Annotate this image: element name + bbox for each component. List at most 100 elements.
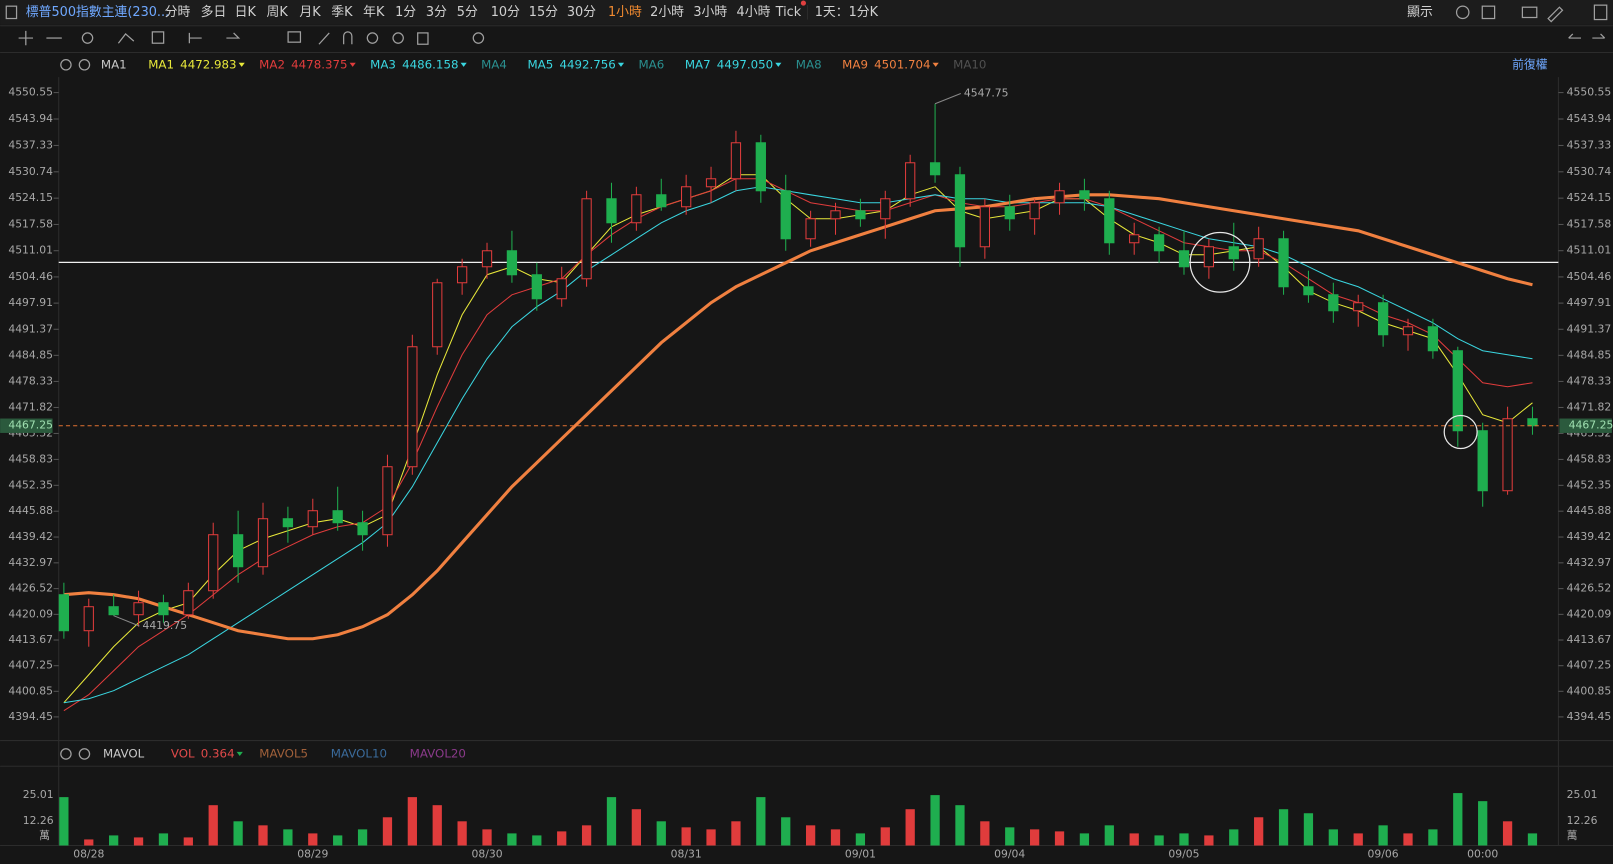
pen-tool[interactable] — [318, 32, 330, 45]
vol-hide[interactable] — [78, 748, 91, 760]
wave-tool[interactable] — [117, 33, 135, 44]
layout-icon[interactable] — [1481, 5, 1496, 20]
volume-bar — [731, 821, 741, 846]
ma-name[interactable]: MA5 — [527, 57, 553, 71]
volume-bar — [756, 797, 766, 846]
candle-body — [1402, 326, 1414, 336]
candle-body — [905, 162, 916, 200]
undo[interactable] — [1568, 33, 1582, 39]
ma-name[interactable]: MA8 — [796, 57, 822, 71]
volume-bar — [1403, 833, 1413, 846]
period-tab[interactable]: 1小時 — [608, 5, 642, 20]
period-tab[interactable]: 30分 — [567, 5, 596, 20]
indicator-select[interactable]: MA1 — [101, 57, 127, 71]
cross-tool[interactable] — [81, 32, 94, 44]
period-tab[interactable]: 15分 — [529, 5, 558, 20]
camera-icon[interactable] — [1521, 6, 1538, 19]
vol-name[interactable]: VOL — [171, 746, 195, 760]
period-tab[interactable]: Tick — [775, 5, 802, 20]
candle-body — [257, 518, 269, 568]
y-tick-label: 4394.45 — [1567, 710, 1612, 723]
vol-select[interactable]: MAVOL — [103, 746, 145, 760]
volume-bar — [258, 825, 268, 846]
ma-name[interactable]: MA10 — [953, 57, 986, 71]
period-tab[interactable]: 多日 — [201, 5, 227, 20]
period-tab[interactable]: 1分 — [395, 5, 416, 20]
symbol[interactable]: 標普500指數主連(230... — [26, 5, 169, 20]
settings-tool[interactable] — [472, 32, 485, 44]
period-tab[interactable]: 周K — [267, 5, 289, 20]
settings-icon[interactable] — [1455, 5, 1470, 20]
candle-body — [581, 198, 592, 280]
candle-body — [1104, 198, 1115, 244]
note-tool[interactable] — [287, 31, 302, 43]
candle-body — [158, 602, 169, 616]
period-tab[interactable]: 日K — [235, 5, 257, 20]
volume-bar — [1229, 829, 1239, 846]
display-menu[interactable]: 顯示 — [1407, 5, 1433, 20]
volume-bar — [1005, 827, 1015, 846]
move-tool[interactable] — [18, 30, 34, 46]
candle-body — [1203, 246, 1215, 268]
indicator-hide[interactable] — [78, 59, 91, 71]
y-tick-label: 4432.97 — [8, 556, 53, 569]
ma-name[interactable]: MA9 — [842, 57, 868, 71]
period-tab[interactable]: 分時 — [165, 5, 191, 20]
volume-bar — [880, 827, 890, 846]
draw-icon[interactable] — [1547, 6, 1564, 23]
period-tab[interactable]: 2小時 — [650, 5, 684, 20]
ma-name[interactable]: MA3 — [370, 57, 396, 71]
redo[interactable] — [1592, 33, 1606, 39]
arrow-tool[interactable] — [226, 32, 241, 39]
volume-bar — [84, 839, 94, 846]
y-tick-label: 4452.35 — [1567, 478, 1612, 491]
candle-body — [456, 266, 468, 284]
volume-bar — [507, 833, 517, 846]
volume-bar — [382, 817, 393, 846]
volume-bar — [333, 835, 343, 846]
ma-name[interactable]: MA2 — [259, 57, 285, 71]
ma-name[interactable]: MA6 — [638, 57, 664, 71]
shape-tool[interactable] — [151, 31, 165, 44]
volume-bar — [1328, 829, 1338, 846]
candle-body — [133, 602, 144, 616]
vol-name[interactable]: MAVOL10 — [331, 746, 387, 760]
x-tick-label: 00:00 — [1467, 848, 1498, 861]
y-tick-label: 4517.58 — [8, 217, 53, 230]
period-tab[interactable]: 4小時 — [737, 5, 771, 20]
vol-name[interactable]: MAVOL20 — [410, 746, 466, 760]
ma-name[interactable]: MA1 — [148, 57, 174, 71]
y-tick-label: 4504.46 — [8, 270, 53, 283]
candle-body — [282, 518, 294, 528]
y-tick-label: 4458.83 — [1567, 452, 1612, 465]
volume-bar — [432, 805, 442, 846]
magnet-tool[interactable] — [343, 31, 353, 45]
period-tab[interactable]: 季K — [331, 5, 353, 20]
y-tick-label: 4550.55 — [1567, 86, 1612, 99]
period-tab[interactable]: 年K — [363, 5, 385, 20]
period-tab[interactable]: 5分 — [457, 5, 478, 20]
measure-tool[interactable] — [188, 32, 202, 44]
vol-settings[interactable] — [60, 748, 72, 760]
period-tab[interactable]: 10分 — [491, 5, 520, 20]
lock-tool[interactable] — [366, 32, 379, 44]
volume-bar — [581, 825, 592, 846]
indicator-settings[interactable] — [60, 59, 72, 71]
ma-name[interactable]: MA7 — [685, 57, 711, 71]
candle-body — [730, 142, 742, 180]
candle-body — [1129, 234, 1140, 244]
adjust-mode[interactable]: 前復權 — [1512, 57, 1548, 71]
period-tab[interactable]: 3分 — [426, 5, 447, 20]
period-tab[interactable]: 月K — [299, 5, 321, 20]
range-select[interactable]: 1天：1分K — [815, 5, 879, 20]
delete-tool[interactable] — [417, 32, 429, 45]
window-icon[interactable] — [1593, 4, 1608, 21]
vol-name[interactable]: MAVOL5 — [259, 746, 308, 760]
hide-tool[interactable] — [392, 32, 404, 44]
candle-body — [1427, 326, 1439, 352]
volume-bar — [1453, 793, 1463, 846]
volume-bar — [1378, 825, 1388, 846]
period-tab[interactable]: 3小時 — [693, 5, 727, 20]
ma-name[interactable]: MA4 — [481, 57, 507, 71]
